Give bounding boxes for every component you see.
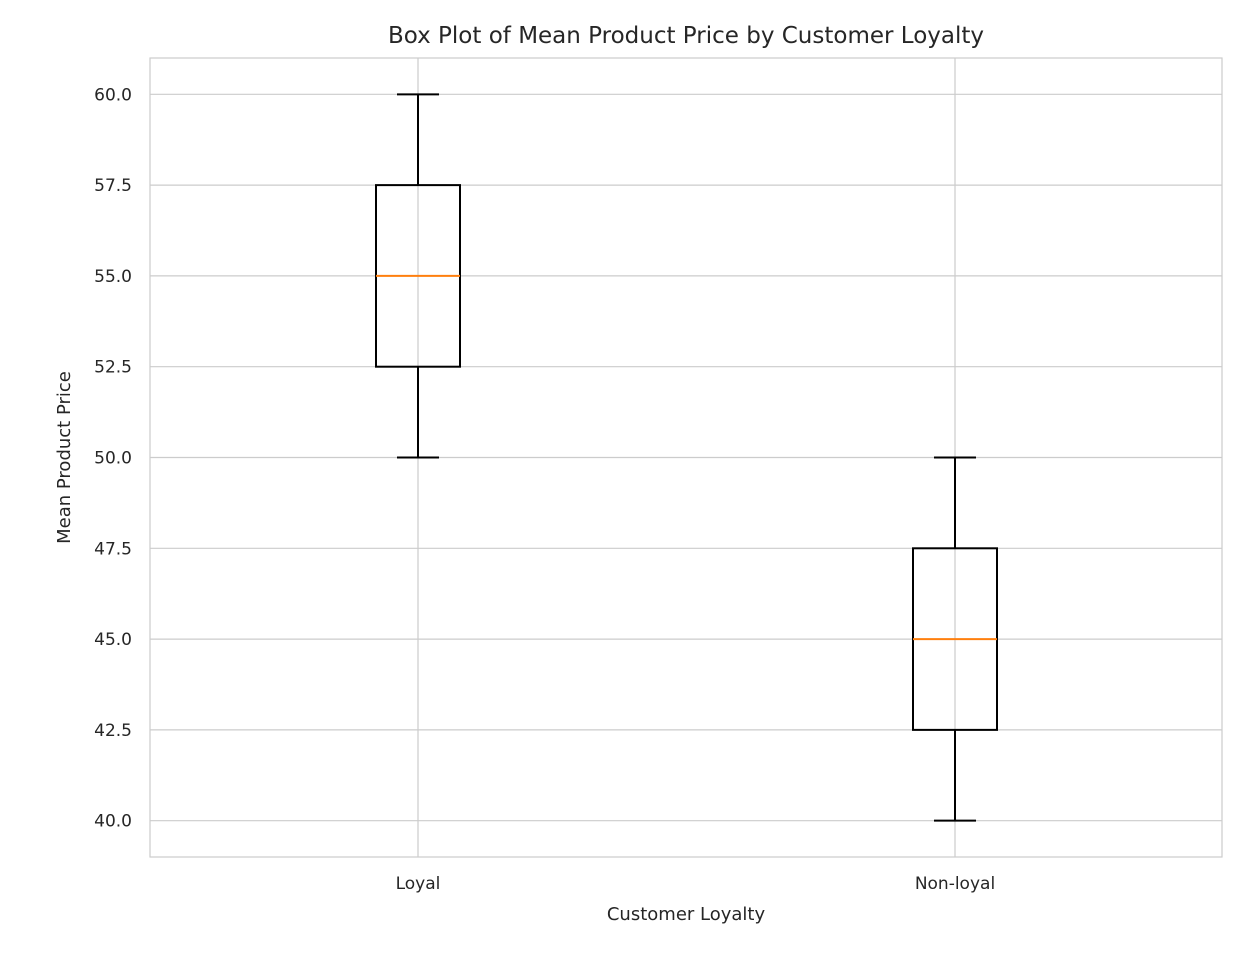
- y-tick-label: 47.5: [94, 539, 132, 559]
- y-tick-label: 42.5: [94, 721, 132, 741]
- box-non-loyal: [912, 456, 998, 822]
- box-loyal: [375, 93, 461, 459]
- y-tick-label: 52.5: [94, 358, 132, 378]
- y-tick-label: 50.0: [94, 449, 132, 469]
- chart-title: Box Plot of Mean Product Price by Custom…: [388, 23, 984, 49]
- plot-area-frame: [149, 57, 1223, 858]
- tick-label-layer: 40.0 42.5 45.0 47.5 50.0 52.5 55.0 57.5 60.0 Loya…: [94, 85, 995, 894]
- x-tick-label: Loyal: [396, 874, 441, 894]
- x-axis-label: Customer Loyalty: [607, 904, 766, 925]
- x-tick-label: Non-loyal: [915, 874, 995, 894]
- y-tick-label: 40.0: [94, 812, 132, 832]
- y-tick-label: 45.0: [94, 630, 132, 650]
- y-tick-label: 57.5: [94, 176, 132, 196]
- y-tick-label: 60.0: [94, 85, 132, 105]
- box-layer: [375, 93, 998, 822]
- y-axis-label: Mean Product Price: [54, 371, 75, 544]
- grid-layer: [150, 58, 1222, 857]
- y-tick-label: 55.0: [94, 267, 132, 287]
